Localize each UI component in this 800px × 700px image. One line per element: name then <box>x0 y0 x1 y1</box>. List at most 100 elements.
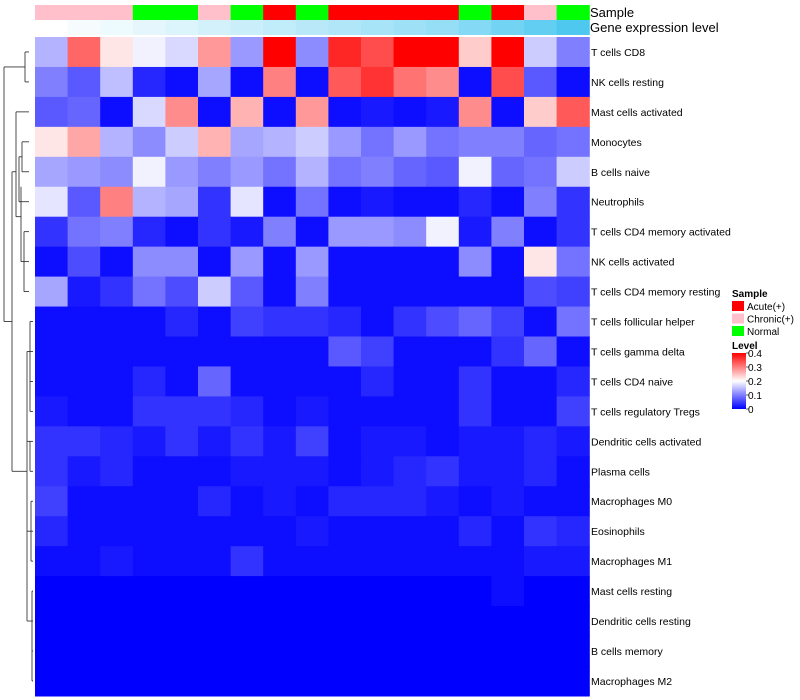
legend-swatch <box>732 326 744 336</box>
heatmap-cell <box>426 606 460 637</box>
heatmap-cell <box>458 186 492 218</box>
heatmap-cell <box>230 306 264 338</box>
heatmap-cell <box>295 66 329 98</box>
annotation-cell-sample <box>67 5 101 20</box>
heatmap-cell <box>556 246 590 278</box>
heatmap-cell <box>556 37 590 68</box>
annotation-cell-sample <box>426 5 460 20</box>
row-label: Dendritic cells activated <box>591 436 701 448</box>
heatmap-cell <box>458 276 492 308</box>
row-label: Macrophages M2 <box>591 676 672 688</box>
heatmap-cell <box>556 66 590 98</box>
heatmap-cell <box>426 396 460 427</box>
heatmap-cell <box>393 546 427 577</box>
heatmap-cell <box>458 96 492 128</box>
heatmap-cell <box>132 186 166 218</box>
heatmap-cell <box>393 426 427 457</box>
legend-entry-label: Chronic(+) <box>747 315 794 326</box>
legend-level-tick-label: 0.1 <box>748 391 762 402</box>
heatmap-cell <box>230 665 264 697</box>
heatmap-cell <box>100 66 134 98</box>
annotation-cell-expression <box>198 20 232 35</box>
row-label: T cells follicular helper <box>591 317 695 329</box>
row-labels: T cells CD8 NK cells resting Mast cells ac… <box>591 47 731 688</box>
heatmap-cell <box>295 336 329 368</box>
heatmap-cell <box>426 276 460 308</box>
heatmap-cell <box>328 186 362 218</box>
annotation-cell-sample <box>524 5 558 20</box>
heatmap-cell <box>458 516 492 547</box>
heatmap-cell <box>198 486 232 517</box>
heatmap-cell <box>426 156 460 188</box>
heatmap-cell <box>556 516 590 547</box>
heatmap-cell <box>426 216 460 248</box>
heatmap-cell <box>35 396 69 427</box>
heatmap-cell <box>67 516 101 547</box>
heatmap-cell <box>458 396 492 427</box>
heatmap-cell <box>67 366 101 397</box>
row-dendrogram <box>3 51 33 682</box>
annotation-cell-expression <box>361 20 395 35</box>
heatmap-cell <box>524 516 558 547</box>
heatmap-cell <box>491 516 525 547</box>
heatmap-cell <box>230 216 264 248</box>
heatmap-cell <box>67 636 101 667</box>
heatmap-cell <box>198 366 232 397</box>
heatmap-cell <box>426 336 460 368</box>
heatmap-cell <box>198 276 232 308</box>
heatmap-cell <box>230 396 264 427</box>
heatmap-cell <box>361 37 395 68</box>
heatmap-cell <box>524 37 558 68</box>
heatmap-cell <box>361 186 395 218</box>
heatmap-cell <box>458 246 492 278</box>
heatmap-cell <box>491 546 525 577</box>
annotation-cell-sample <box>263 5 297 20</box>
heatmap-cell <box>295 216 329 248</box>
heatmap-cell <box>165 516 199 547</box>
heatmap-cell <box>524 426 558 457</box>
heatmap-cell <box>458 606 492 637</box>
heatmap-cell <box>328 606 362 637</box>
heatmap-cell <box>100 156 134 188</box>
heatmap-cell <box>198 516 232 547</box>
heatmap-cell <box>295 456 329 487</box>
heatmap-cell <box>556 216 590 248</box>
heatmap-cell <box>100 456 134 487</box>
heatmap-cell <box>35 246 69 278</box>
heatmap-cell <box>198 456 232 487</box>
heatmap-cell <box>100 576 134 607</box>
heatmap-cell <box>426 66 460 98</box>
heatmap-cell <box>556 456 590 487</box>
heatmap-cell <box>263 156 297 188</box>
heatmap-cell <box>230 186 264 218</box>
heatmap-cell <box>328 636 362 667</box>
heatmap-cell <box>524 216 558 248</box>
heatmap-cell <box>132 156 166 188</box>
heatmap-cell <box>263 37 297 68</box>
heatmap-cell <box>67 606 101 637</box>
annotation-cell-sample <box>556 5 590 20</box>
heatmap-cell <box>100 546 134 577</box>
heatmap-cell <box>393 306 427 338</box>
heatmap-cell <box>198 636 232 667</box>
heatmap-cell <box>458 216 492 248</box>
heatmap-cell <box>295 276 329 308</box>
heatmap-cell <box>491 276 525 308</box>
annotation-cell-expression <box>556 20 590 35</box>
heatmap-cell <box>132 336 166 368</box>
heatmap-cell <box>556 486 590 517</box>
heatmap-cell <box>426 516 460 547</box>
heatmap-cell <box>524 486 558 517</box>
heatmap-cell <box>35 456 69 487</box>
heatmap-cell <box>295 486 329 517</box>
heatmap-cell <box>393 486 427 517</box>
legend-level-colorbar <box>732 353 746 409</box>
heatmap-cell <box>524 336 558 368</box>
heatmap-cell <box>198 336 232 368</box>
heatmap-cell <box>165 156 199 188</box>
annotation-cell-expression <box>67 20 101 35</box>
heatmap-cell <box>263 186 297 218</box>
heatmap-cell <box>132 66 166 98</box>
annotation-cell-expression <box>393 20 427 35</box>
heatmap-cell <box>35 486 69 517</box>
